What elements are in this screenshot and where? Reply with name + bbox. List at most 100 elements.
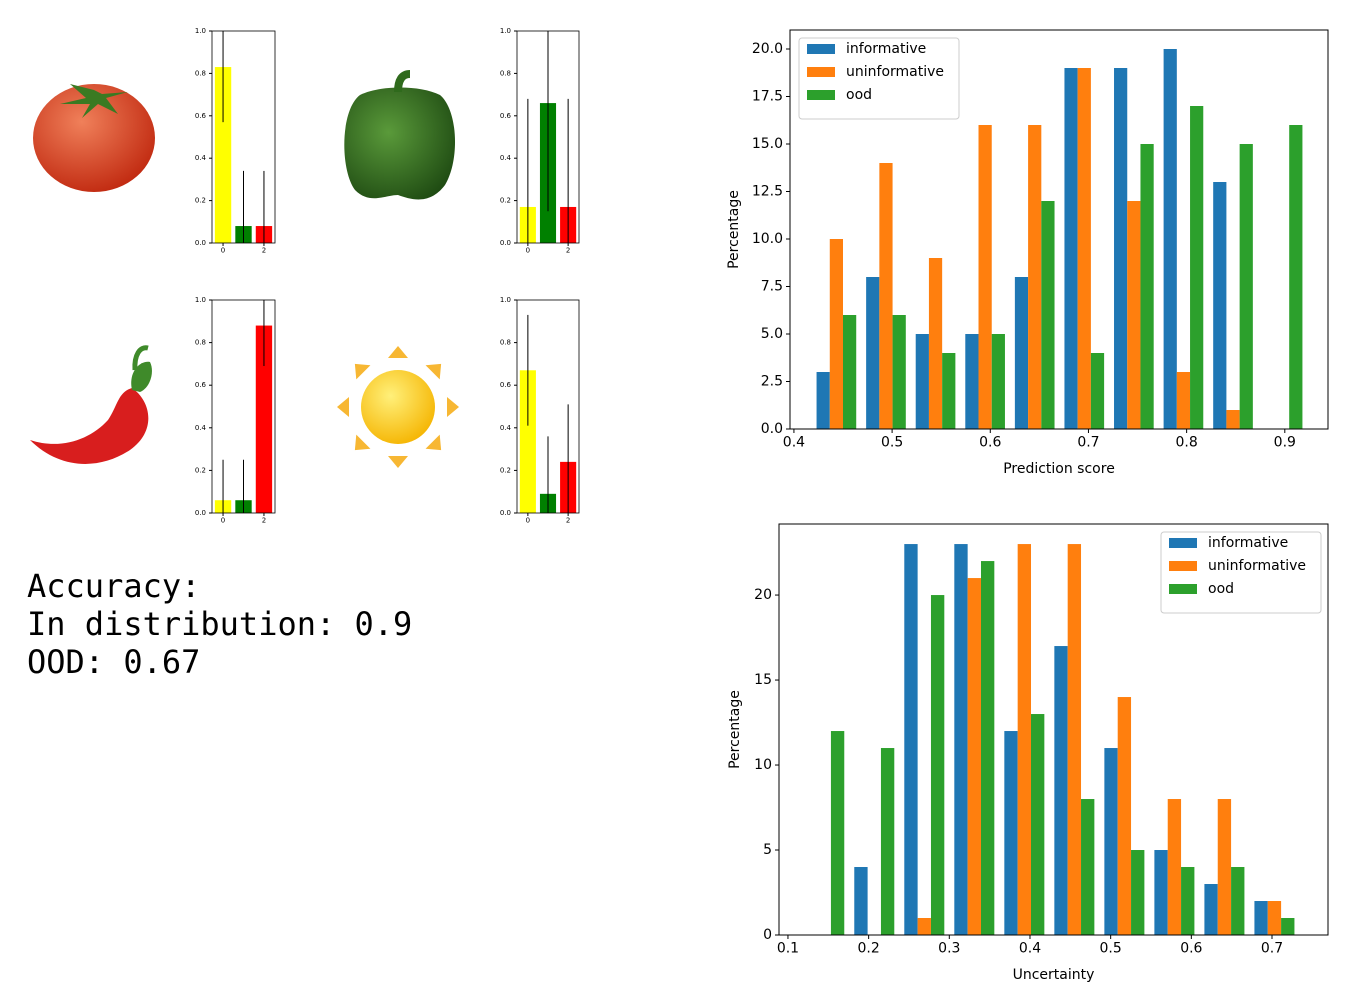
histogram-bar — [1204, 884, 1218, 935]
y-tick-label: 7.5 — [761, 279, 783, 295]
histogram-bar — [1064, 68, 1078, 429]
histogram-bar — [1117, 697, 1132, 935]
histogram-bar — [1140, 144, 1154, 429]
legend-label: informative — [846, 41, 926, 57]
histogram-bar — [1213, 182, 1227, 429]
y-tick-label: 1.0 — [195, 27, 206, 35]
y-tick-label: 0.8 — [500, 69, 511, 77]
histogram-bar — [1004, 731, 1018, 935]
y-axis-label: Percentage — [727, 690, 743, 769]
plot-area — [519, 31, 577, 243]
y-tick-label: 10.0 — [752, 231, 783, 247]
legend-swatch — [807, 90, 835, 100]
x-axis-label: Prediction score — [1003, 461, 1115, 477]
y-tick-label: 0.6 — [195, 381, 207, 389]
histogram-bar — [1090, 353, 1105, 429]
histogram-bar — [1041, 201, 1055, 429]
legend-swatch — [1169, 538, 1197, 548]
x-tick-label: 0 — [221, 247, 225, 255]
y-tick-label: 0.4 — [195, 424, 207, 432]
y-tick-label: 0 — [763, 927, 772, 943]
y-tick-label: 0.8 — [195, 339, 206, 347]
histogram-bar — [866, 277, 880, 429]
x-tick-label: 0.4 — [1019, 940, 1041, 956]
y-tick-label: 0.2 — [195, 466, 206, 474]
histogram-bar — [980, 561, 995, 935]
y-tick-label: 20 — [754, 587, 772, 603]
histogram-bar — [1289, 125, 1303, 429]
summary-line: In distribution: 0.9 — [27, 605, 412, 643]
axes-frame — [516, 30, 580, 244]
histogram-bar — [1081, 799, 1095, 935]
axes-frame — [516, 299, 580, 514]
x-tick-label: 2 — [262, 247, 266, 255]
y-tick-label: 1.0 — [195, 296, 206, 304]
histogram-bar — [1239, 144, 1253, 429]
x-tick-label: 0.7 — [1261, 940, 1283, 956]
y-tick-label: 0.0 — [761, 421, 783, 437]
histogram-bar — [978, 125, 992, 429]
histogram-bar — [1031, 714, 1045, 935]
axes-frame — [789, 29, 1329, 430]
y-tick-label: 5 — [763, 842, 772, 858]
plot-area — [214, 300, 273, 513]
histogram-bar — [1028, 125, 1042, 429]
histogram-bar — [842, 315, 857, 429]
y-tick-label: 0.4 — [500, 154, 512, 162]
x-tick-label: 0.3 — [938, 940, 960, 956]
histogram-bar — [1067, 544, 1082, 935]
y-tick-label: 5.0 — [761, 326, 783, 342]
legend-label: ood — [846, 87, 872, 103]
x-tick-label: 0.5 — [881, 434, 903, 450]
histogram-bar — [915, 334, 929, 429]
histogram-bar — [1176, 372, 1191, 429]
y-tick-label: 17.5 — [752, 89, 783, 105]
x-tick-label: 0.6 — [979, 434, 1001, 450]
histogram-bar — [965, 334, 979, 429]
y-tick-label: 15 — [754, 672, 772, 688]
x-tick-label: 0 — [526, 247, 530, 255]
y-tick-label: 1.0 — [500, 27, 511, 35]
histogram-bar — [816, 372, 830, 429]
histogram-bar — [892, 315, 906, 429]
histogram-bar — [829, 239, 843, 429]
x-tick-label: 0.8 — [1175, 434, 1197, 450]
histogram-bar — [1114, 68, 1128, 429]
legend-label: uninformative — [846, 64, 944, 80]
legend-label: ood — [1208, 581, 1234, 597]
y-tick-label: 0.2 — [500, 197, 511, 205]
histogram-bar — [854, 867, 868, 935]
x-tick-label: 0.9 — [1274, 434, 1296, 450]
histogram-bar — [1077, 68, 1091, 429]
y-tick-label: 0.0 — [195, 509, 206, 517]
histogram-bar — [954, 544, 968, 935]
histogram-bar — [942, 353, 956, 429]
histogram-bar — [880, 748, 895, 935]
y-tick-label: 0.6 — [195, 112, 207, 120]
histogram-bar — [1181, 867, 1195, 935]
y-tick-label: 1.0 — [500, 296, 511, 304]
y-tick-label: 20.0 — [752, 41, 783, 57]
histogram-bar — [1017, 544, 1032, 935]
legend: informative uninformative ood — [798, 37, 960, 120]
x-axis-label: Uncertainty — [1013, 967, 1095, 983]
histogram-bar — [1127, 201, 1141, 429]
y-tick-label: 0.0 — [195, 239, 206, 247]
x-tick-label: 2 — [566, 247, 570, 255]
x-tick-label: 0.5 — [1100, 940, 1122, 956]
plot-area — [519, 314, 577, 513]
histogram-bar — [1131, 850, 1145, 935]
y-tick-label: 15.0 — [752, 136, 783, 152]
legend-box — [1160, 531, 1322, 614]
y-tick-label: 10 — [754, 757, 772, 773]
histogram-bar — [1104, 748, 1118, 935]
x-tick-label: 2 — [566, 517, 570, 525]
histogram-bar — [1281, 918, 1295, 935]
axes-frame — [778, 523, 1329, 936]
plot-area — [816, 49, 1303, 429]
histogram-bar — [991, 334, 1005, 429]
summary-line: OOD: 0.67 — [27, 643, 200, 681]
histogram-bar — [1167, 799, 1182, 935]
chart: 0.0 0.2 0.4 0.6 0.8 1.0 0 2 — [195, 296, 276, 525]
